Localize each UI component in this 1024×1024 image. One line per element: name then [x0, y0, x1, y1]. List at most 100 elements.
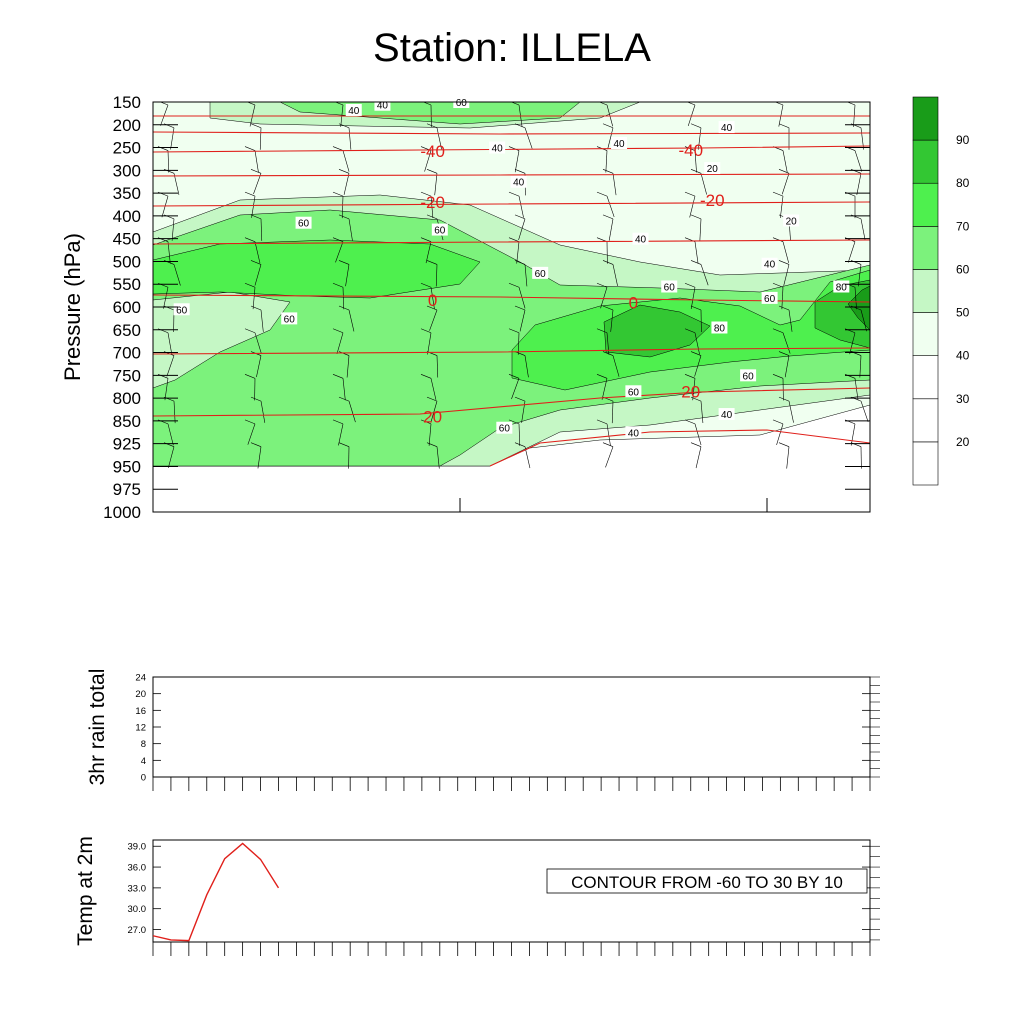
wind-barb-flag [602, 123, 614, 129]
wind-barb-flag [510, 102, 520, 106]
wind-barb-flag [602, 214, 614, 220]
rh-label-bg [510, 175, 527, 188]
pressure-tick-label: 975 [113, 480, 141, 499]
rain-tick-label: 12 [135, 723, 146, 734]
wind-barb-flag [334, 102, 344, 106]
wind-barb [257, 446, 262, 469]
wind-barb-flag [250, 305, 262, 311]
rh-contour-label: 40 [721, 123, 733, 134]
rh-label-bg [431, 223, 448, 236]
rh-label-bg [295, 216, 312, 229]
rh-contour-label: 40 [721, 410, 733, 421]
wind-barb-flag [690, 169, 702, 174]
wind-barb-flag [420, 419, 432, 425]
wind-barb [428, 423, 432, 446]
rh-contour-label: 80 [836, 283, 848, 294]
rh-contour-label: 40 [613, 139, 625, 150]
wind-barb [430, 196, 434, 219]
wind-barb [524, 127, 533, 149]
wind-barb-flag [690, 214, 702, 220]
colorbar-box [912, 441, 939, 486]
pressure-tick-label: 800 [113, 389, 141, 408]
temp-tick-label: 36.0 [128, 863, 147, 874]
wind-barb-flag [686, 102, 696, 106]
temp-series [152, 842, 280, 942]
rh-contour-label: 60 [456, 98, 468, 109]
wind-barb [689, 196, 696, 218]
rh-contour-label: 40 [628, 428, 640, 439]
wind-barb-flag [778, 260, 790, 265]
wind-barb [700, 173, 707, 195]
colorbar-label: 80 [956, 176, 970, 190]
wind-barb-flag [846, 102, 856, 106]
wind-barb-flag [420, 237, 432, 242]
wind-barb-flag [596, 419, 608, 425]
wind-barb-flag [514, 123, 526, 129]
wind-barb [860, 401, 869, 423]
temperature-contour-line [153, 145, 870, 153]
wind-barb-flag [508, 328, 520, 334]
wind-barb-flag [514, 260, 526, 265]
wind-barb [612, 173, 617, 196]
wind-barb [854, 378, 859, 401]
wind-barb-flag [338, 351, 350, 356]
pressure-tick-label: 925 [113, 435, 141, 454]
rh-label-bg [625, 426, 642, 439]
rh-label-bg [625, 385, 642, 398]
pressure-tick-label: 550 [113, 275, 141, 294]
wind-barb-flag [426, 214, 438, 220]
wind-barb [850, 423, 856, 446]
wind-barb [254, 241, 261, 264]
wind-barb-flag [420, 282, 432, 288]
rain-tick-label: 8 [141, 739, 146, 750]
wind-barb [161, 196, 169, 218]
wind-barb-flag [596, 282, 608, 288]
wind-barb-flag [690, 351, 702, 356]
pressure-tick-label: 750 [113, 366, 141, 385]
wind-barb-flag [338, 305, 350, 311]
rh-fill-80-center [603, 304, 711, 358]
temperature-contours [153, 115, 870, 467]
colorbar-box [912, 139, 939, 184]
wind-barb-flag [514, 396, 526, 402]
rh-label-bg [718, 121, 735, 134]
colorbar-label: 70 [956, 219, 970, 233]
wind-barb [338, 423, 344, 446]
wind-barb-flag [596, 191, 608, 197]
rh-contour-label: 40 [635, 235, 647, 246]
wind-barb-flag [514, 442, 526, 447]
pressure-tick-label: 500 [113, 252, 141, 271]
wind-barb-flag [508, 237, 520, 242]
wind-barb [260, 218, 263, 241]
wind-barb [251, 196, 256, 218]
wind-barb-flag [602, 169, 614, 174]
wind-barb [784, 355, 790, 378]
wind-barb-flag [514, 214, 526, 220]
wind-barb [341, 196, 344, 219]
rh-contour-label: 60 [764, 294, 776, 305]
wind-barb-flag [602, 305, 614, 311]
wind-barb [252, 287, 256, 310]
rh-label-bg [345, 103, 362, 116]
wind-barb [247, 423, 256, 445]
rh-contour-label: 40 [377, 101, 389, 112]
wind-barb [856, 173, 862, 195]
rain-tick-label: 0 [141, 773, 146, 784]
wind-barb-flag [514, 169, 526, 174]
pressure-axis-label: Pressure (hPa) [60, 233, 85, 381]
wind-barb [254, 332, 262, 354]
wind-barb-flag [332, 374, 344, 379]
wind-barb-flag [508, 282, 520, 288]
temperature-contour-line [153, 131, 870, 135]
wind-barb-flag [684, 191, 696, 197]
rh-contour-label: 40 [492, 144, 504, 155]
wind-barb [429, 309, 438, 331]
rh-contour-label: 60 [284, 314, 296, 325]
temperature-contour-label: -20 [420, 193, 445, 212]
wind-barb-flag [684, 328, 696, 334]
wind-barb [430, 401, 438, 423]
wind-barb-flag [338, 260, 350, 265]
wind-barb [854, 287, 857, 310]
wind-barb [167, 241, 171, 264]
rh-contour-label: 40 [513, 178, 525, 189]
